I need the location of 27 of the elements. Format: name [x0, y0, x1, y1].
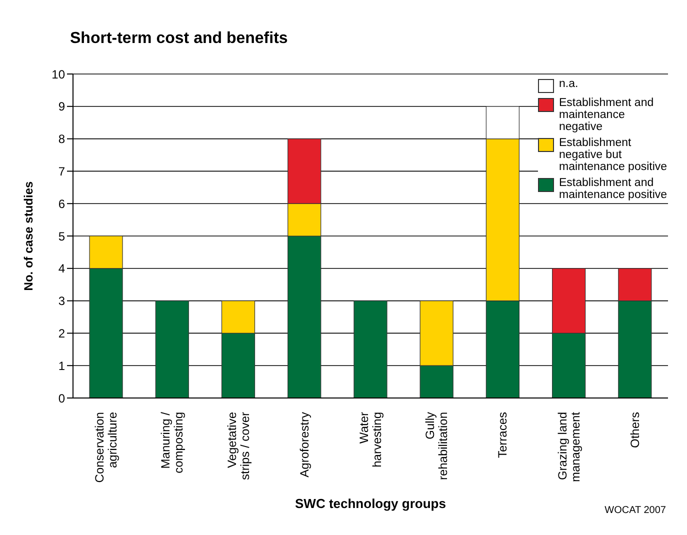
chart-title: Short-term cost and benefits: [70, 30, 288, 48]
text: WOCAT 2007: [604, 505, 666, 516]
y-tick-label: 5: [58, 229, 66, 244]
x-tick-label: Conservation agriculture: [92, 412, 120, 483]
legend-label: Establishment and maintenance positive: [559, 177, 668, 201]
y-tick-label: 10: [52, 67, 66, 82]
legend-label: Establishment and maintenance negative: [559, 97, 655, 133]
x-tick-label: Agroforestry: [297, 412, 312, 478]
legend-label: n.a.: [559, 78, 578, 90]
y-tick-label: 7: [58, 164, 66, 178]
y-tick-label: 6: [58, 196, 66, 211]
x-axis-title: SWC technology groups: [295, 496, 446, 511]
y-tick-label: 3: [58, 294, 66, 308]
y-tick-label: 9: [58, 100, 66, 114]
y-tick-label: 1: [58, 358, 66, 373]
x-tick-label: Grazing land management: [555, 411, 582, 482]
legend-label: Establishment negative but maintenance positive: [559, 137, 668, 173]
y-tick-label: 0: [58, 391, 66, 406]
bar: [354, 300, 388, 398]
x-tick-label: Terraces: [496, 412, 510, 458]
y-axis-title: No. of case studies: [21, 180, 36, 291]
x-tick-label: Others: [628, 412, 642, 448]
bar: [155, 300, 189, 398]
y-tick-label: 8: [58, 132, 66, 146]
y-tick-label: 4: [58, 262, 66, 276]
y-tick-label: 2: [58, 326, 66, 340]
x-tick-label: Water harvesting: [357, 412, 384, 468]
